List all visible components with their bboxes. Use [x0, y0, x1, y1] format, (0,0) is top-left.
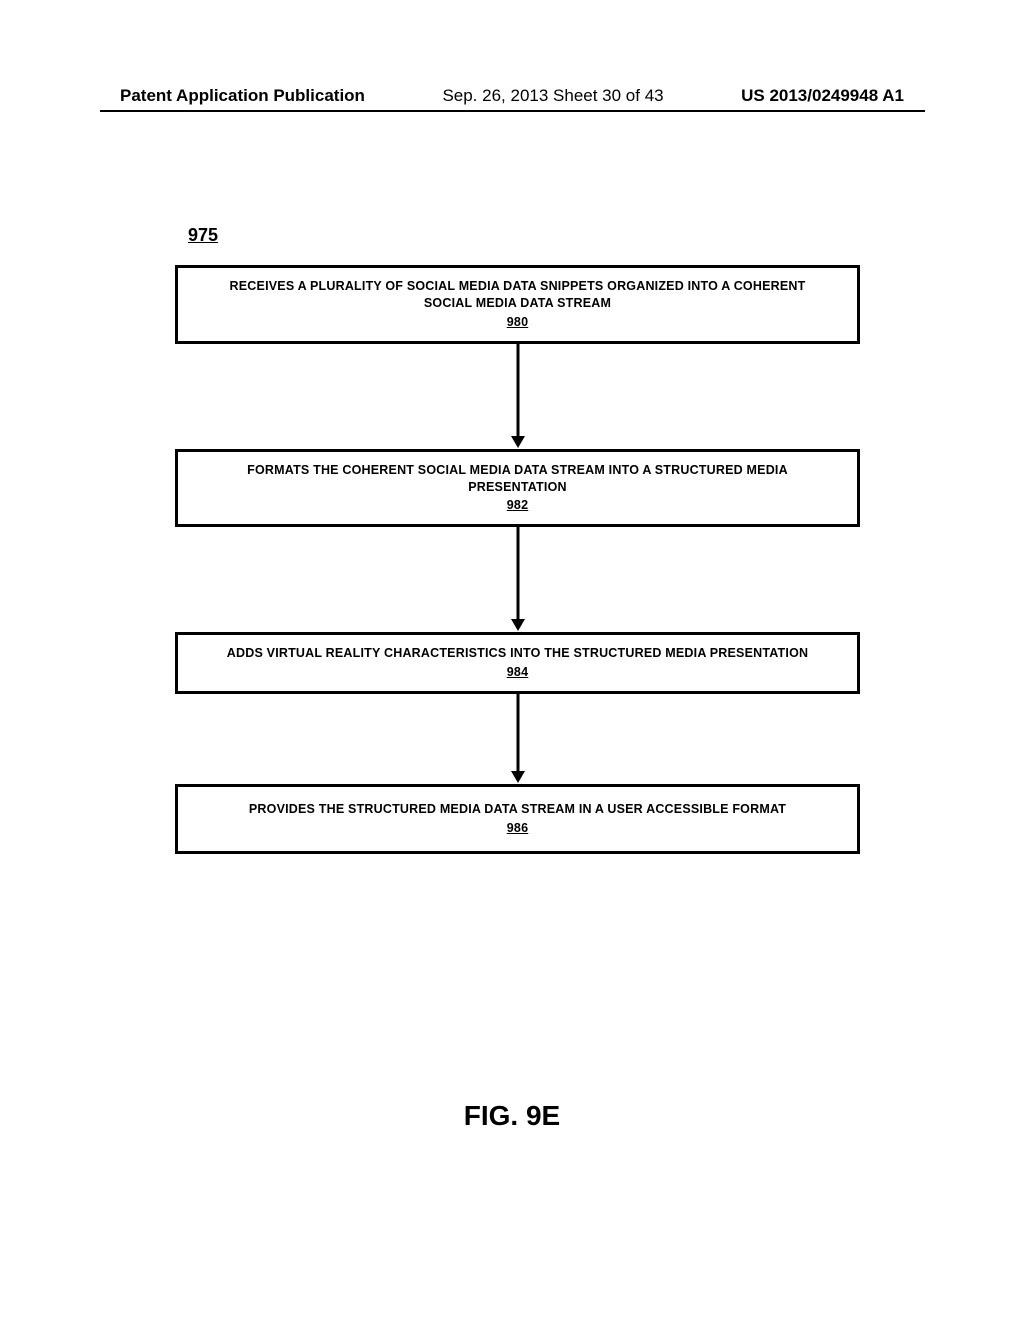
- flowchart: RECEIVES A PLURALITY OF SOCIAL MEDIA DAT…: [175, 265, 860, 854]
- header-center: Sep. 26, 2013 Sheet 30 of 43: [442, 86, 663, 106]
- node-ref: 984: [208, 664, 827, 681]
- arrow-icon: [508, 527, 528, 632]
- figure-number: 975: [188, 225, 218, 246]
- flowchart-node-980: RECEIVES A PLURALITY OF SOCIAL MEDIA DAT…: [175, 265, 860, 344]
- header-row: Patent Application Publication Sep. 26, …: [0, 86, 1024, 106]
- header-rule: [100, 110, 925, 112]
- arrow-icon: [508, 344, 528, 449]
- flowchart-node-986: PROVIDES THE STRUCTURED MEDIA DATA STREA…: [175, 784, 860, 854]
- node-text: PROVIDES THE STRUCTURED MEDIA DATA STREA…: [249, 802, 786, 816]
- node-ref: 982: [208, 497, 827, 514]
- header-right: US 2013/0249948 A1: [741, 86, 904, 106]
- node-ref: 986: [208, 820, 827, 837]
- header-left: Patent Application Publication: [120, 86, 365, 106]
- figure-caption: FIG. 9E: [0, 1100, 1024, 1132]
- node-text: ADDS VIRTUAL REALITY CHARACTERISTICS INT…: [227, 646, 808, 660]
- flowchart-node-984: ADDS VIRTUAL REALITY CHARACTERISTICS INT…: [175, 632, 860, 694]
- flowchart-node-982: FORMATS THE COHERENT SOCIAL MEDIA DATA S…: [175, 449, 860, 528]
- node-text: RECEIVES A PLURALITY OF SOCIAL MEDIA DAT…: [230, 279, 806, 310]
- node-text: FORMATS THE COHERENT SOCIAL MEDIA DATA S…: [247, 463, 788, 494]
- arrow-icon: [508, 694, 528, 784]
- node-ref: 980: [208, 314, 827, 331]
- arrow-2-3: [175, 694, 860, 784]
- arrow-1-2: [175, 527, 860, 632]
- arrow-0-1: [175, 344, 860, 449]
